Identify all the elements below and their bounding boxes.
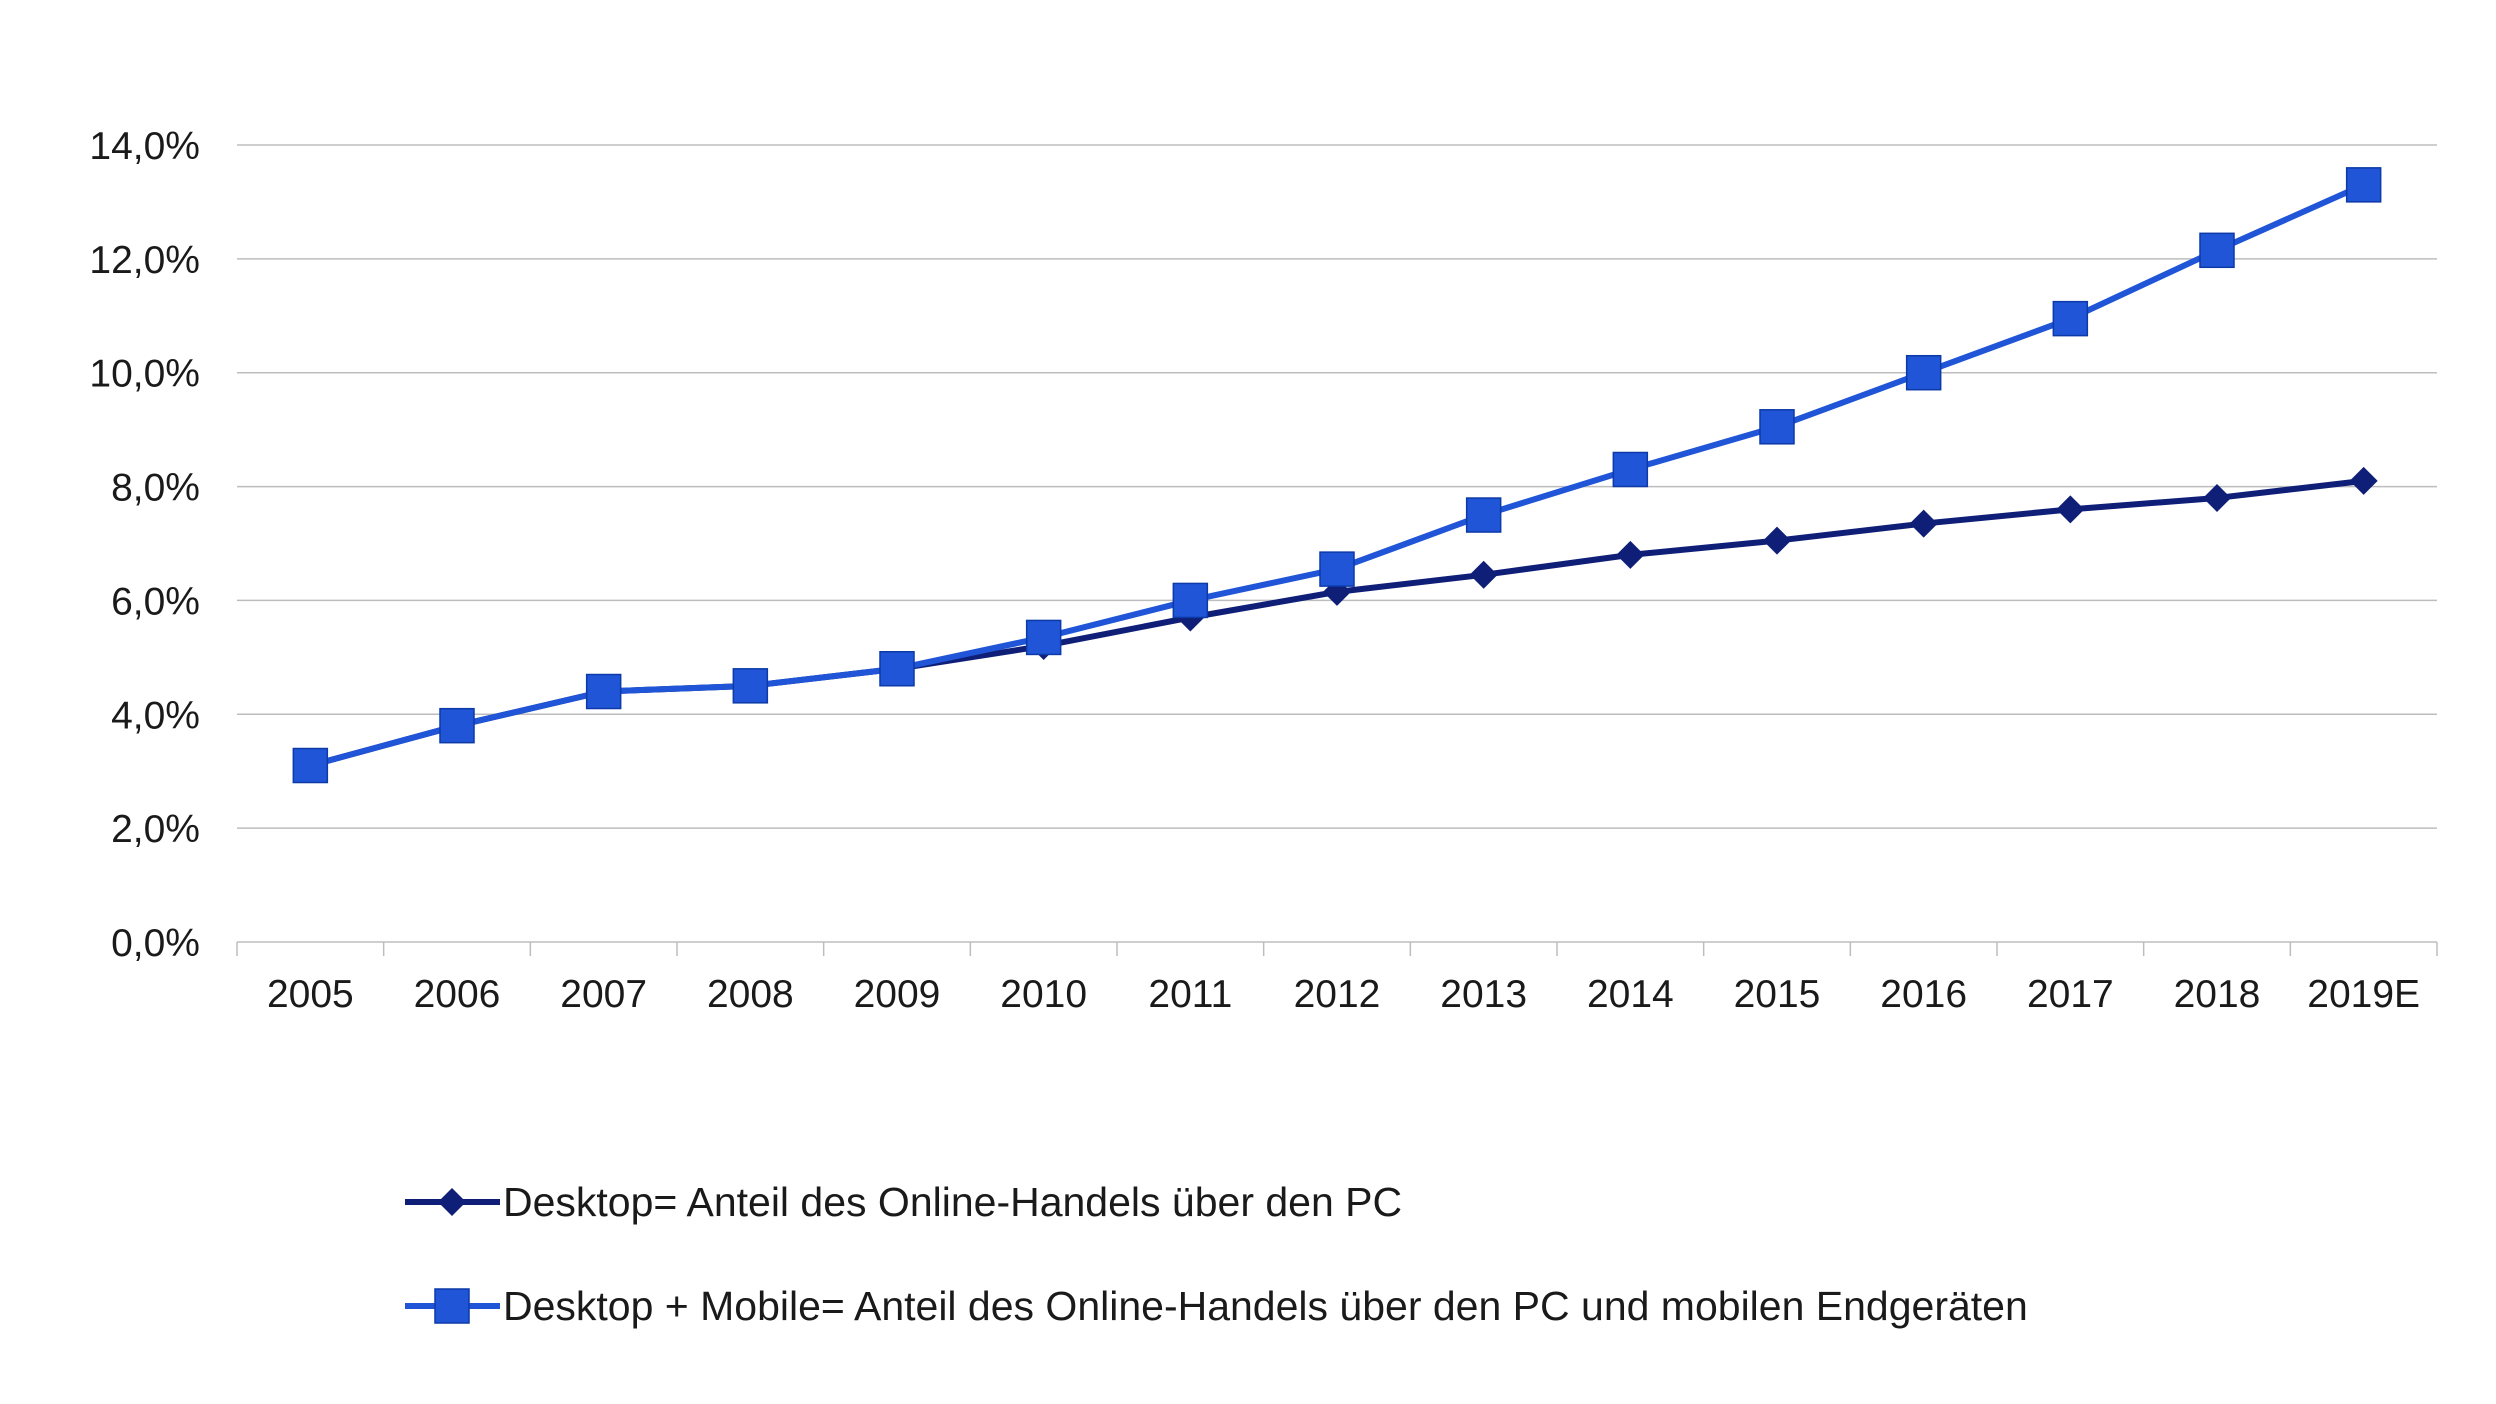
- series-line-1: [309, 477, 2365, 769]
- x-tick-label: 2014: [1587, 973, 1674, 1016]
- x-tick-label: 2015: [1734, 973, 1821, 1016]
- square-marker: [1905, 354, 1942, 391]
- y-tick-label: 10,0%: [89, 353, 200, 396]
- y-tick-label: 2,0%: [111, 808, 200, 851]
- y-tick-label: 14,0%: [89, 125, 200, 168]
- y-tick-label: 12,0%: [89, 239, 200, 282]
- x-tick-label: 2009: [854, 973, 941, 1016]
- square-marker: [732, 668, 769, 704]
- square-marker: [1759, 409, 1795, 445]
- diamond-marker: [1909, 509, 1938, 538]
- x-tick-label: 2008: [707, 973, 794, 1016]
- x-tick-label: 2012: [1294, 973, 1381, 1016]
- legend-label-1: Desktop= Anteil des Online-Handels über …: [503, 1179, 1402, 1225]
- diamond-marker: [1469, 560, 1498, 589]
- square-marker: [1025, 619, 1062, 656]
- legend-diamond-marker: [438, 1188, 466, 1216]
- square-marker: [1172, 582, 1209, 619]
- x-tick-label: 2010: [1000, 973, 1087, 1016]
- square-marker: [439, 707, 475, 744]
- y-tick-label: 4,0%: [111, 694, 200, 737]
- diamond-marker: [2349, 466, 2378, 495]
- square-marker: [2052, 300, 2089, 337]
- square-marker: [1319, 551, 1355, 587]
- x-tick-label: 2018: [2174, 973, 2261, 1016]
- x-tick-label: 2006: [414, 973, 501, 1016]
- legend: Desktop= Anteil des Online-Handels über …: [405, 1179, 2028, 1329]
- square-marker: [1465, 497, 1502, 533]
- diamond-marker: [2203, 483, 2231, 512]
- x-tick-label: 2019E: [2307, 973, 2420, 1016]
- x-tick-label: 2013: [1440, 973, 1527, 1016]
- legend-label-2: Desktop + Mobile= Anteil des Online-Hand…: [503, 1283, 2028, 1329]
- y-tick-label: 0,0%: [111, 922, 200, 965]
- y-tick-label: 8,0%: [111, 467, 200, 510]
- y-tick-label: 6,0%: [111, 580, 200, 623]
- x-tick-label: 2007: [560, 973, 647, 1016]
- square-marker: [292, 747, 329, 784]
- diamond-marker: [2056, 495, 2085, 524]
- square-marker: [585, 673, 622, 710]
- x-tick-label: 2011: [1148, 973, 1232, 1016]
- x-tick-label: 2016: [1880, 973, 1967, 1016]
- diamond-marker: [1763, 526, 1791, 555]
- legend-square-marker: [434, 1288, 470, 1324]
- axes: 0,0% 2,0% 4,0% 6,0% 8,0% 10,0% 12,0% 14,0% 2005 2…: [89, 125, 2438, 1016]
- gridlines: [237, 144, 2437, 829]
- square-marker: [879, 650, 915, 687]
- x-tick-label: 2017: [2027, 973, 2114, 1016]
- square-marker: [2199, 232, 2235, 269]
- square-marker: [2345, 167, 2382, 203]
- diamond-marker: [1616, 540, 1645, 569]
- square-marker: [1612, 451, 1649, 488]
- x-tick-label: 2005: [267, 973, 354, 1016]
- series: [292, 167, 2382, 784]
